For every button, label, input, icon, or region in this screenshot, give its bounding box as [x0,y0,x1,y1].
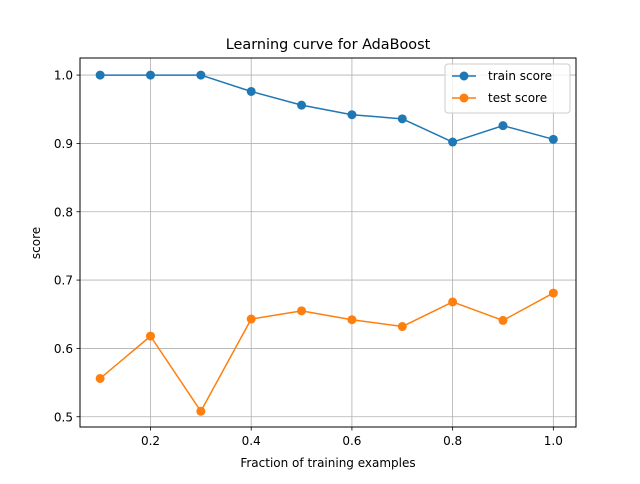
legend-box [444,63,571,114]
test-score-point [246,314,256,324]
chart-title: Learning curve for AdaBoost [226,37,431,53]
test-score-point [397,322,407,332]
test-score-point [498,315,508,325]
x-tick-label: 0.8 [443,434,462,448]
y-tick-label: 0.9 [54,137,73,151]
y-tick-label: 0.8 [54,205,73,219]
train-score-point [548,134,558,144]
x-axis-ticks: 0.2 0.4 0.6 0.8 1.0 [141,427,563,448]
train-score-point [246,86,256,96]
plot-frame [79,57,577,428]
test-score-point [448,297,458,307]
train-score-point [347,110,357,120]
train-score-point [145,70,155,80]
test-score-point [145,331,155,341]
train-score-line [100,74,554,143]
x-tick-label: 1.0 [544,434,563,448]
legend-test-marker [459,93,469,103]
y-tick-label: 0.7 [54,274,73,288]
test-score-point [347,315,357,325]
test-score-series [95,288,558,416]
x-tick-label: 0.6 [342,434,361,448]
test-score-line [99,292,554,413]
x-axis-label: Fraction of training examples [240,456,415,470]
y-tick-label: 0.5 [54,410,73,424]
test-score-point [95,373,105,383]
test-score-point [548,288,558,298]
train-score-point [397,114,407,124]
y-tick-label: 0.6 [54,342,73,356]
x-tick-label: 0.4 [242,434,261,448]
train-score-point [297,100,307,110]
legend-test-label: test score [488,91,547,105]
legend-train-marker [459,71,469,81]
test-score-point [297,306,307,316]
legend: train score test score [444,63,571,114]
x-tick-label: 0.2 [141,434,160,448]
series-layer [95,70,558,416]
legend-train-label: train score [488,69,552,83]
y-tick-label: 1.0 [54,69,73,83]
y-axis-label: score [29,227,43,259]
test-score-point [196,406,206,416]
train-score-series [95,70,558,147]
y-axis-ticks: 0.5 0.6 0.7 0.8 0.9 1.0 [54,69,80,424]
train-score-point [196,70,206,80]
train-score-point [498,121,508,131]
train-score-point [448,137,458,147]
train-score-point [95,70,105,80]
